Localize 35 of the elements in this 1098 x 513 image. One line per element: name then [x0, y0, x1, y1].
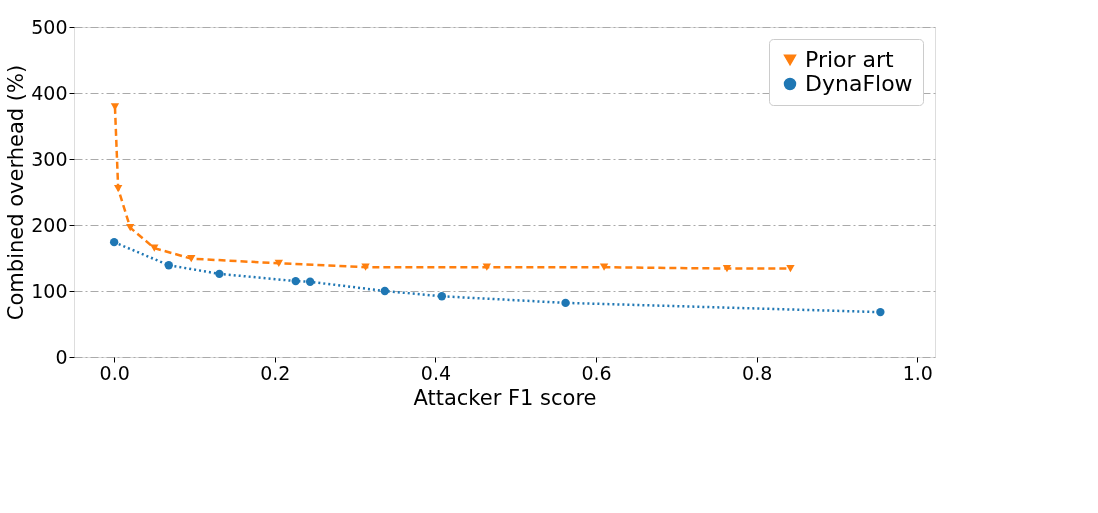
point [380, 286, 390, 296]
y-tick-label: 200 [31, 213, 68, 236]
y-tick-label: 0 [55, 345, 68, 368]
x-tick-label: 1.0 [902, 361, 933, 384]
point [786, 264, 795, 273]
point [482, 263, 492, 271]
point [215, 269, 224, 279]
y-tick-label: 300 [31, 147, 68, 170]
point [274, 259, 283, 267]
point [437, 292, 447, 301]
x-tick-label: 0.2 [260, 361, 291, 384]
point [109, 237, 119, 247]
x-tick-label: 0.8 [742, 361, 773, 384]
x-axis-title: Attacker F1 score [413, 385, 597, 410]
y-tick-label: 400 [31, 81, 68, 104]
x-tick-label: 0.6 [581, 361, 612, 384]
point [150, 244, 159, 252]
point [305, 277, 315, 286]
legend-label: Prior art [805, 47, 895, 72]
point [164, 261, 173, 270]
point [113, 185, 123, 193]
point [722, 264, 732, 273]
point [876, 307, 885, 317]
point [126, 224, 135, 232]
legend-label: DynaFlow [805, 71, 913, 96]
point [187, 255, 196, 263]
y-axis-title: Combined overhead (%) [4, 64, 29, 321]
y-tick-label: 100 [31, 279, 68, 302]
point [561, 298, 570, 308]
point [291, 276, 300, 286]
y-tick-label: 500 [31, 15, 68, 38]
x-tick-label: 0.4 [420, 361, 452, 384]
x-tick-label: 0.0 [99, 361, 130, 384]
point [599, 263, 609, 271]
point [361, 263, 370, 271]
